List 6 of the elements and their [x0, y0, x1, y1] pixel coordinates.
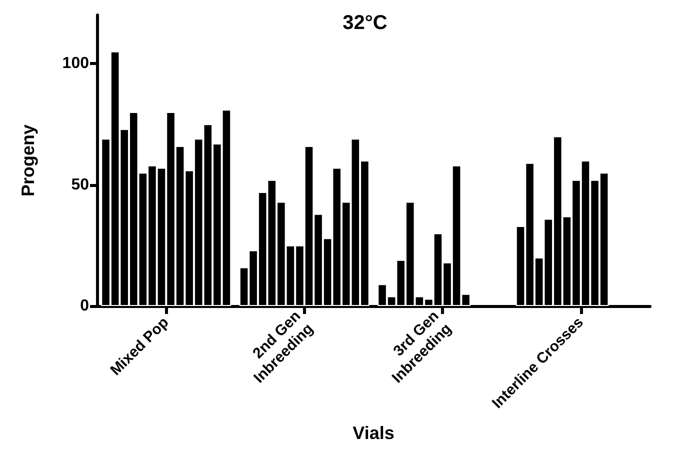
y-tick-label: 0: [80, 298, 90, 314]
y-tick-label: 100: [62, 55, 90, 72]
y-tick-label: 50: [71, 176, 90, 194]
y-axis-title: Progeny: [18, 124, 38, 197]
chart-title: 32°C: [342, 12, 388, 34]
x-axis-title: Vials: [352, 423, 394, 443]
